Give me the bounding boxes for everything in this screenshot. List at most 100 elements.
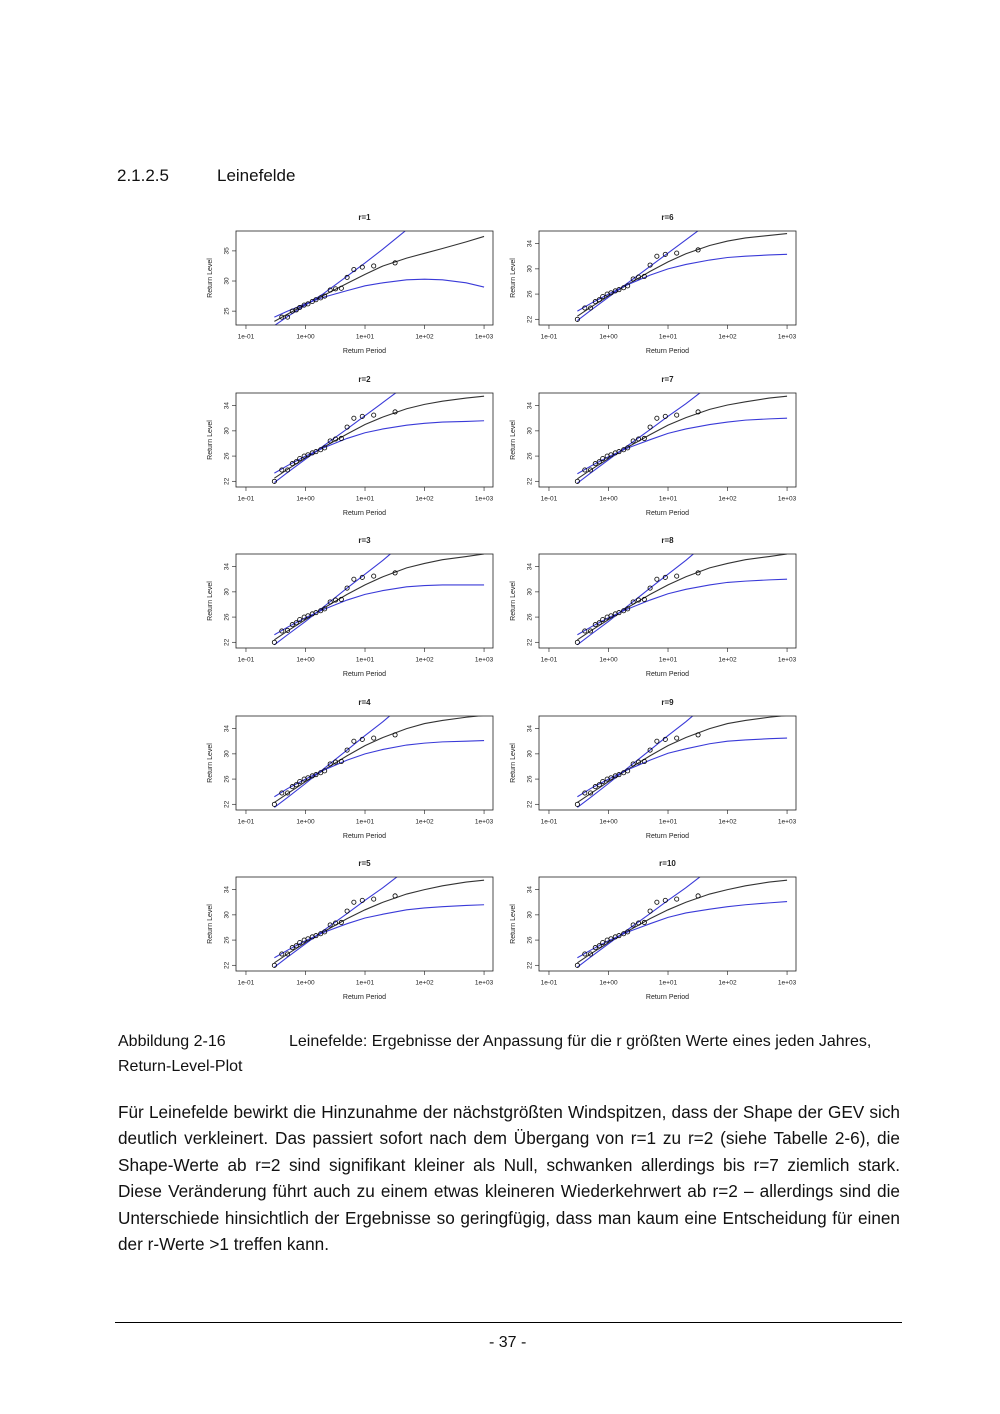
- observation-point: [327, 287, 333, 293]
- observation-point: [279, 628, 285, 634]
- fit-line: [577, 417, 788, 475]
- x-tick-label: 1e-01: [541, 980, 558, 987]
- observation-point: [271, 962, 277, 968]
- observation-point: [318, 608, 324, 614]
- observation-point: [371, 735, 377, 741]
- observation-point: [654, 415, 660, 421]
- fit-line: [577, 716, 694, 808]
- y-tick-label: 22: [224, 800, 231, 808]
- observation-point: [318, 931, 324, 937]
- x-tick-label: 1e+01: [356, 819, 375, 826]
- observation-point: [327, 599, 333, 605]
- y-tick-label: 34: [527, 402, 534, 410]
- chart-title: r=5: [358, 859, 371, 868]
- observation-point: [647, 908, 653, 914]
- observation-point: [333, 436, 339, 442]
- observation-point: [641, 435, 647, 441]
- x-tick-label: 1e+03: [475, 334, 494, 341]
- observation-point: [600, 294, 606, 300]
- chart-title: r=6: [661, 213, 674, 222]
- x-tick-label: 1e+02: [415, 819, 434, 826]
- x-tick-label: 1e+00: [296, 980, 315, 987]
- observation-point: [289, 784, 295, 790]
- x-tick-label: 1e+01: [356, 496, 375, 503]
- observation-point: [293, 782, 299, 788]
- x-tick-label: 1e+03: [475, 819, 494, 826]
- observation-point: [625, 768, 631, 774]
- observation-point: [327, 922, 333, 928]
- observation-point: [608, 452, 614, 458]
- page-number: - 37 -: [489, 1334, 527, 1351]
- observation-point: [359, 897, 365, 903]
- observation-point: [582, 305, 588, 311]
- observation-point: [574, 478, 580, 484]
- observation-point: [600, 779, 606, 785]
- observation-point: [592, 784, 598, 790]
- x-tick-label: 1e+02: [718, 819, 737, 826]
- y-axis-label: Return Level: [510, 904, 517, 944]
- x-tick-label: 1e-01: [541, 657, 558, 664]
- observation-point: [674, 250, 680, 256]
- x-tick-label: 1e+01: [356, 980, 375, 987]
- observation-point: [600, 456, 606, 462]
- plot-area: [271, 393, 485, 484]
- observation-point: [574, 801, 580, 807]
- observation-point: [582, 467, 588, 473]
- x-tick-label: 1e+01: [356, 334, 375, 341]
- observation-point: [338, 285, 344, 291]
- observation-point: [293, 307, 299, 313]
- observation-point: [338, 758, 344, 764]
- y-axis-label: Return Level: [207, 581, 214, 621]
- plot-area: [274, 231, 485, 325]
- observation-point: [616, 772, 622, 778]
- observation-point: [625, 929, 631, 935]
- observation-point: [333, 920, 339, 926]
- y-tick-label: 34: [224, 886, 231, 894]
- plot-area: [574, 554, 788, 646]
- y-axis-label: Return Level: [207, 743, 214, 783]
- x-axis-label: Return Period: [646, 671, 689, 678]
- observation-point: [592, 461, 598, 467]
- x-tick-label: 1e-01: [238, 496, 255, 503]
- x-axis-label: Return Period: [646, 348, 689, 355]
- observation-point: [662, 413, 668, 419]
- observation-point: [636, 436, 642, 442]
- plot-frame: [538, 230, 797, 326]
- y-tick-label: 30: [224, 427, 231, 435]
- observation-point: [293, 620, 299, 626]
- observation-point: [371, 896, 377, 902]
- y-axis-label: Return Level: [207, 420, 214, 460]
- observation-point: [313, 610, 319, 616]
- fit-line: [577, 393, 701, 484]
- observation-point: [662, 574, 668, 580]
- y-tick-label: 30: [224, 750, 231, 758]
- chart-title: r=7: [661, 375, 674, 384]
- observation-point: [592, 622, 598, 628]
- fit-line: [577, 737, 788, 798]
- y-tick-label: 30: [224, 588, 231, 596]
- observation-point: [351, 415, 357, 421]
- chart-title: r=3: [358, 536, 371, 545]
- y-axis-label: Return Level: [510, 420, 517, 460]
- observation-point: [621, 770, 627, 776]
- observation-point: [313, 449, 319, 455]
- x-tick-label: 1e+00: [599, 496, 618, 503]
- observation-point: [289, 461, 295, 467]
- x-tick-label: 1e+03: [778, 334, 797, 341]
- caption-label: Abbildung 2-16: [118, 1033, 226, 1050]
- observation-point: [596, 297, 602, 303]
- x-tick-label: 1e+02: [415, 334, 434, 341]
- observation-point: [285, 627, 291, 633]
- observation-point: [647, 424, 653, 430]
- x-tick-label: 1e-01: [238, 657, 255, 664]
- fit-line: [274, 877, 398, 968]
- observation-point: [630, 438, 636, 444]
- y-tick-label: 30: [527, 265, 534, 273]
- observation-point: [371, 573, 377, 579]
- x-tick-label: 1e-01: [541, 496, 558, 503]
- observation-point: [630, 922, 636, 928]
- fit-line: [274, 554, 392, 646]
- y-tick-label: 30: [527, 427, 534, 435]
